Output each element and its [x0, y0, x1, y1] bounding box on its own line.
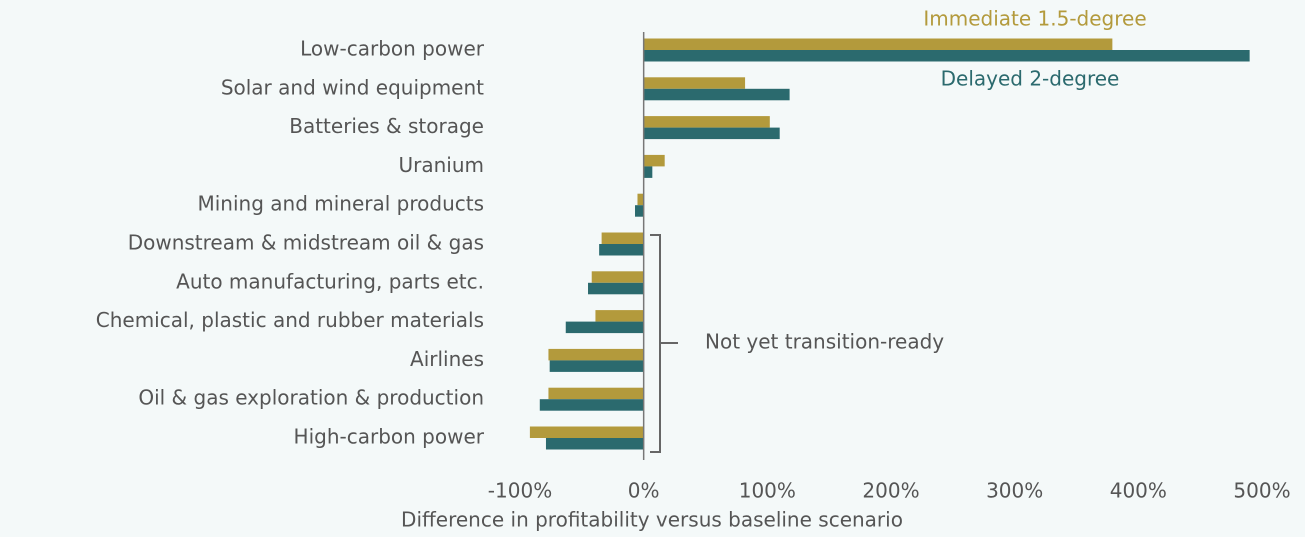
bar: [529, 426, 644, 438]
bar: [635, 205, 644, 217]
bar: [637, 193, 644, 206]
y-tick-label: Low-carbon power: [300, 37, 485, 61]
bar: [643, 154, 665, 167]
bar: [548, 387, 644, 400]
bar: [643, 38, 1113, 50]
x-tick-label: 200%: [862, 479, 919, 503]
x-axis-label: Difference in profitability versus basel…: [401, 508, 903, 532]
bar: [545, 438, 644, 450]
bar: [548, 348, 644, 361]
bar: [595, 310, 644, 322]
y-tick-label: Uranium: [398, 153, 484, 177]
legend-label: Delayed 2-degree: [941, 67, 1120, 91]
y-tick-label: Airlines: [410, 347, 484, 371]
bar: [565, 321, 644, 334]
y-tick-label: Chemical, plastic and rubber materials: [96, 308, 484, 332]
bar: [643, 50, 1250, 62]
legend-label: Immediate 1.5-degree: [923, 7, 1146, 31]
y-tick-label: Solar and wind equipment: [221, 75, 484, 99]
bar: [643, 127, 780, 140]
y-tick-label: High-carbon power: [294, 425, 485, 449]
x-tick-label: 0%: [628, 479, 660, 503]
bar: [588, 282, 644, 295]
x-tick-label: 500%: [1233, 479, 1290, 503]
bar: [549, 360, 644, 372]
annotation: Not yet transition-ready: [705, 330, 944, 354]
bar: [643, 116, 770, 128]
x-tick-label: 300%: [986, 479, 1043, 503]
bar: [601, 232, 644, 244]
bar: [539, 399, 644, 411]
bar: [643, 166, 653, 178]
y-tick-label: Auto manufacturing, parts etc.: [176, 269, 484, 293]
y-tick-label: Oil & gas exploration & production: [138, 386, 484, 410]
y-tick-label: Downstream & midstream oil & gas: [128, 231, 484, 255]
bar: [643, 77, 746, 89]
bar: [643, 88, 790, 101]
x-tick-label: 100%: [739, 479, 796, 503]
y-tick-label: Mining and mineral products: [197, 192, 484, 216]
x-tick-label: -100%: [488, 479, 552, 503]
bracket: [650, 234, 678, 453]
x-tick-label: 400%: [1110, 479, 1167, 503]
bar: [599, 244, 644, 256]
y-tick-label: Batteries & storage: [289, 114, 484, 138]
bar: [591, 271, 644, 283]
